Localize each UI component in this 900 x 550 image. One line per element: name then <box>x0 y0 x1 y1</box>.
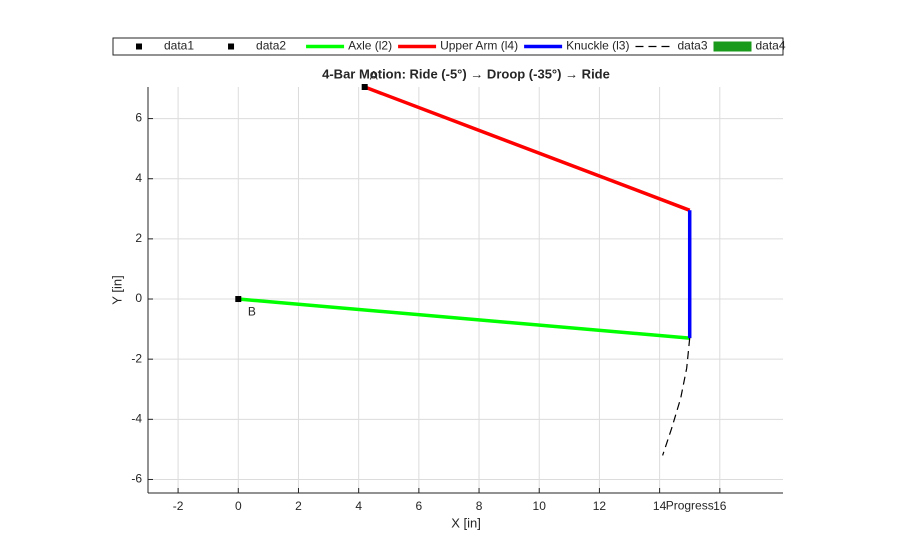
annotation: A <box>370 69 378 83</box>
x-tick-label: 4 <box>355 499 362 513</box>
x-tick-label: 6 <box>416 499 423 513</box>
y-tick-label: -6 <box>131 472 142 486</box>
legend-label: data2 <box>256 39 286 53</box>
chart-title: 4-Bar Motion: Ride (-5°) → Droop (-35°) … <box>322 66 610 81</box>
annotation: Progress <box>666 499 714 513</box>
x-axis-label: X [in] <box>451 515 481 530</box>
x-tick-label: 12 <box>593 499 607 513</box>
y-tick-label: 4 <box>135 171 142 185</box>
annotation: B <box>248 305 256 319</box>
legend-marker <box>228 43 235 50</box>
y-tick-label: 0 <box>135 291 142 305</box>
x-tick-label: -2 <box>173 499 184 513</box>
x-tick-label: 8 <box>476 499 483 513</box>
legend-marker <box>136 43 142 50</box>
x-tick-label: 2 <box>295 499 302 513</box>
trace-line <box>662 338 691 456</box>
legend-label: Upper Arm (l4) <box>440 39 518 53</box>
link-line <box>238 297 690 340</box>
x-tick-label: 0 <box>235 499 242 513</box>
x-tick-label: 14 <box>653 499 667 513</box>
y-axis-label: Y [in] <box>109 275 124 304</box>
legend-patch <box>713 41 752 52</box>
point <box>235 296 242 303</box>
legend-label: Knuckle (l3) <box>566 39 629 53</box>
legend-label: data1 <box>164 39 194 53</box>
y-tick-label: 2 <box>135 231 142 245</box>
legend-label: data3 <box>677 39 707 53</box>
y-tick-label: -2 <box>131 351 142 365</box>
legend-box <box>112 37 784 56</box>
x-tick-label: 10 <box>533 499 547 513</box>
y-tick-label: 6 <box>135 111 142 125</box>
legend-label: Axle (l2) <box>348 39 392 53</box>
y-tick-label: -4 <box>131 411 142 425</box>
link-line <box>364 85 691 212</box>
x-tick-label: 16 <box>713 499 727 513</box>
legend-label: data4 <box>756 39 786 53</box>
point <box>361 84 368 90</box>
